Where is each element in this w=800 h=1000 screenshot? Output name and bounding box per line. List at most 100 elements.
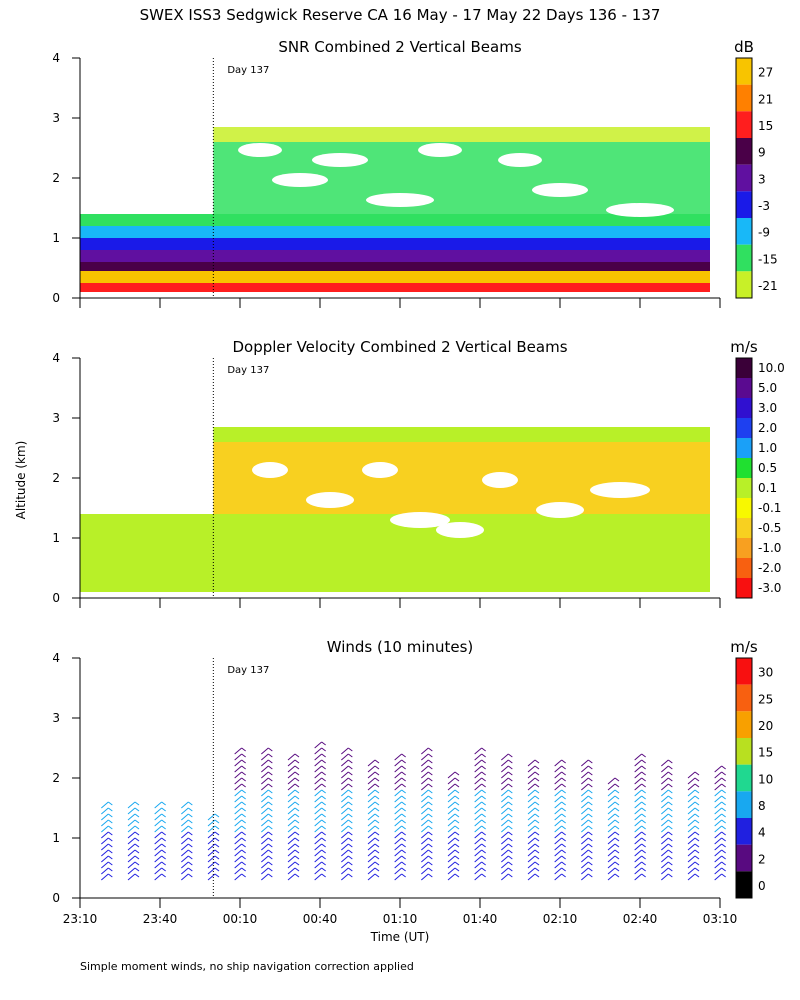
wind-profile	[554, 759, 566, 881]
wind-barb-flag	[161, 843, 166, 848]
wind-barb-flag	[268, 753, 273, 758]
wind-barb	[101, 843, 109, 851]
wind-barb-flag	[694, 867, 700, 872]
wind-barb	[394, 831, 402, 839]
wind-barb	[607, 783, 616, 791]
wind-barb-flag	[374, 771, 380, 776]
wind-barb-flag	[241, 753, 246, 758]
wind-barb	[687, 831, 696, 839]
wind-barb	[501, 819, 509, 827]
wind-barb-flag	[401, 759, 406, 764]
wind-barb	[607, 873, 616, 881]
wind-barb-flag	[481, 867, 486, 872]
wind-barb-flag	[321, 759, 326, 764]
colorbar-swatch	[736, 818, 752, 845]
wind-barb-flag	[428, 825, 433, 830]
colorbar-label: 0.1	[758, 481, 777, 495]
colorbar-label: 2.0	[758, 421, 777, 435]
wind-barb-flag	[588, 825, 593, 830]
wind-barb-flag	[348, 807, 353, 812]
wind-barb-flag	[294, 795, 300, 800]
wind-barb-flag	[268, 873, 273, 878]
wind-barb-flag	[588, 843, 593, 848]
wind-barb	[394, 789, 402, 797]
wind-barb-flag	[508, 873, 513, 878]
wind-barb	[634, 789, 642, 797]
wind-barb	[234, 771, 242, 779]
wind-barb-flag	[721, 837, 726, 842]
wind-barb-flag	[268, 771, 273, 776]
wind-barb-flag	[108, 813, 113, 818]
wind-barb-flag	[321, 867, 326, 872]
wind-profile	[581, 759, 593, 881]
wind-barb-flag	[508, 753, 513, 758]
wind-barb	[661, 777, 669, 785]
wind-barb-flag	[321, 777, 326, 782]
snr-layer	[80, 262, 710, 271]
wind-barb-flag	[241, 777, 246, 782]
wind-barb-flag	[134, 861, 140, 866]
wind-barb	[367, 831, 376, 839]
wind-barb	[661, 825, 669, 833]
wind-barb	[421, 747, 429, 755]
wind-barb-flag	[508, 855, 513, 860]
wind-barb	[501, 837, 509, 845]
wind-barb-flag	[561, 777, 566, 782]
wind-barb	[447, 813, 456, 821]
wind-barb	[714, 861, 722, 869]
wind-barb	[447, 861, 456, 869]
wind-barb	[501, 789, 509, 797]
wind-barb	[234, 753, 242, 761]
snr-layer	[80, 283, 710, 292]
wind-barb-flag	[268, 789, 273, 794]
colorbar-swatch	[736, 458, 752, 478]
wind-barb-flag	[668, 849, 673, 854]
wind-barb-flag	[694, 861, 700, 866]
wind-barb	[101, 819, 109, 827]
wind-barb-flag	[321, 813, 326, 818]
wind-barb	[501, 777, 509, 785]
wind-barb-flag	[161, 807, 166, 812]
wind-barb-flag	[134, 873, 140, 878]
wind-barb	[474, 753, 482, 761]
wind-barb-flag	[721, 771, 726, 776]
wind-barb	[394, 837, 402, 845]
wind-barb	[661, 861, 669, 869]
colorbar-label: 27	[758, 66, 773, 80]
wind-barb	[447, 849, 456, 857]
wind-barb	[287, 837, 296, 845]
colorbar-label: -21	[758, 279, 778, 293]
wind-barb	[714, 825, 722, 833]
wind-barb	[287, 765, 296, 773]
wind-barb	[287, 831, 296, 839]
wind-barb-flag	[188, 867, 193, 872]
wind-barb	[314, 795, 322, 803]
y-tick-label: 0	[52, 291, 60, 305]
wind-barb	[341, 771, 349, 779]
wind-barb-flag	[321, 765, 326, 770]
wind-barb	[341, 789, 349, 797]
wind-barb-flag	[268, 807, 273, 812]
wind-barb	[554, 765, 562, 773]
snr-gap	[418, 143, 462, 157]
wind-barb-flag	[108, 837, 113, 842]
wind-barb	[127, 813, 136, 821]
wind-barb	[661, 819, 669, 827]
wind-barb-flag	[428, 795, 433, 800]
wind-barb	[287, 861, 296, 869]
wind-barb-flag	[321, 753, 326, 758]
wind-barb	[447, 825, 456, 833]
wind-barb-flag	[614, 861, 620, 866]
wind-barb-flag	[641, 819, 646, 824]
wind-barb-flag	[721, 795, 726, 800]
colorbar-label: 30	[758, 666, 773, 680]
wind-barb	[581, 873, 589, 881]
wind-barb-flag	[214, 831, 220, 836]
wind-barb-flag	[374, 801, 380, 806]
wind-barb	[394, 819, 402, 827]
wind-barb	[234, 765, 242, 773]
wind-barb-flag	[694, 873, 700, 878]
y-tick-label: 0	[52, 891, 60, 905]
wind-barb	[607, 789, 616, 797]
wind-barb	[287, 819, 296, 827]
